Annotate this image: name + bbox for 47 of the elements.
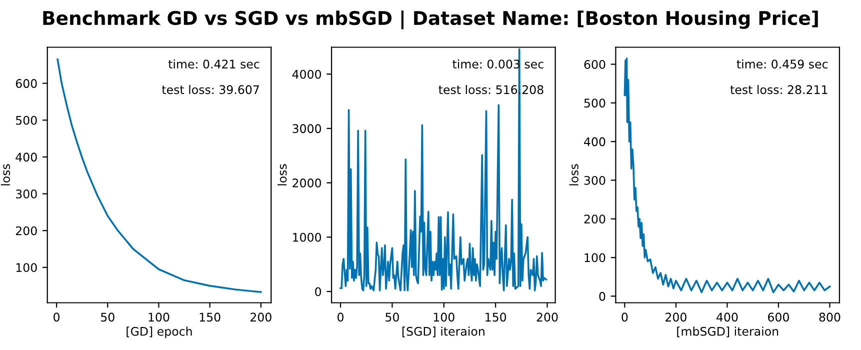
y-tick-label: 100 bbox=[584, 253, 606, 262]
x-tick-label: 0 bbox=[338, 312, 344, 322]
x-tick-label: 50 bbox=[101, 312, 114, 322]
x-axis-title: [GD] epoch bbox=[126, 326, 192, 338]
x-tick-label: 100 bbox=[148, 312, 170, 322]
y-tick-label: 4000 bbox=[292, 70, 322, 79]
y-tick-label: 500 bbox=[16, 116, 37, 125]
y-tick-label: 2000 bbox=[292, 178, 322, 188]
y-axis-title: loss bbox=[0, 164, 10, 186]
x-tick-label: 800 bbox=[819, 312, 840, 322]
x-tick-label: 200 bbox=[666, 312, 686, 322]
x-tick-label: 400 bbox=[716, 312, 738, 322]
x-tick-label: 200 bbox=[250, 312, 272, 322]
x-tick-label: 150 bbox=[486, 312, 506, 322]
x-tick-label: 0 bbox=[622, 312, 628, 322]
x-tick-label: 100 bbox=[434, 312, 454, 322]
y-tick-label: 200 bbox=[584, 214, 606, 224]
x-tick-label: 150 bbox=[200, 312, 220, 322]
y-tick-label: 400 bbox=[584, 137, 606, 146]
text: Benchmark GD vs SGD vs mbSGD | Dataset Name: [Boston Housing Price] bbox=[43, 10, 818, 30]
y-tick-label: 600 bbox=[16, 79, 37, 88]
y-tick-label: 300 bbox=[16, 190, 37, 198]
y-tick-label: 100 bbox=[16, 263, 37, 272]
annotation: test loss: 28.211 bbox=[730, 84, 828, 94]
annotation: time: 0.459 sec bbox=[736, 59, 828, 69]
y-tick-label: 600 bbox=[584, 60, 606, 69]
x-tick-label: 200 bbox=[536, 312, 558, 322]
y-tick-label: 200 bbox=[16, 226, 37, 236]
line-series bbox=[624, 58, 831, 294]
line-series bbox=[56, 58, 262, 293]
y-axis-title: loss bbox=[569, 164, 578, 186]
annotation: time: 0.421 sec bbox=[168, 59, 260, 69]
y-axis-title: loss bbox=[278, 164, 287, 186]
y-tick-label: 3000 bbox=[292, 124, 322, 134]
x-tick-label: 600 bbox=[768, 312, 789, 322]
y-tick-label: 0 bbox=[315, 287, 322, 296]
y-tick-label: 500 bbox=[584, 98, 606, 108]
x-axis-title: [mbSGD] iteraion bbox=[677, 326, 778, 338]
line-series bbox=[340, 48, 548, 292]
y-tick-label: 300 bbox=[584, 176, 606, 185]
x-axis-title: [SGD] iteraion bbox=[402, 326, 484, 338]
annotation: test loss: 39.607 bbox=[162, 84, 259, 94]
x-tick-label: 50 bbox=[386, 312, 399, 322]
x-tick-label: 0 bbox=[54, 312, 60, 322]
y-tick-label: 1000 bbox=[293, 232, 322, 242]
y-tick-label: 400 bbox=[16, 152, 37, 162]
y-tick-label: 0 bbox=[599, 292, 606, 301]
